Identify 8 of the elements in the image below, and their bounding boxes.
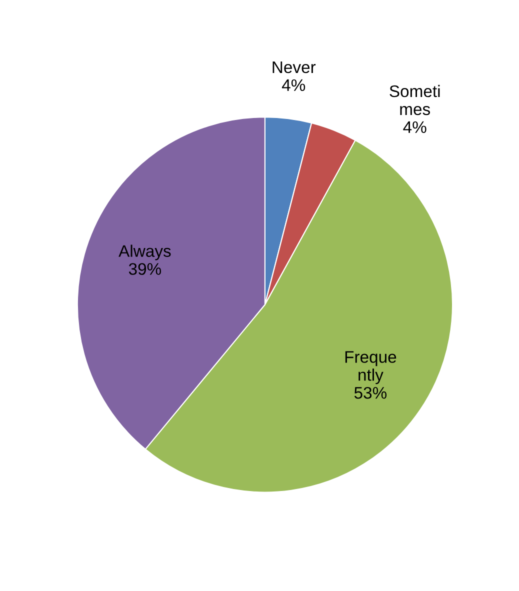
data-label: 4% (403, 121, 426, 133)
slice-label: Sometimes (390, 84, 440, 116)
slice-label: Never (272, 61, 316, 74)
data-label: 4% (282, 79, 306, 91)
slice-label: Always (118, 244, 171, 260)
data-label: 39% (128, 263, 162, 275)
slice-label: Frequently (345, 351, 396, 384)
data-label: 53% (354, 386, 387, 399)
